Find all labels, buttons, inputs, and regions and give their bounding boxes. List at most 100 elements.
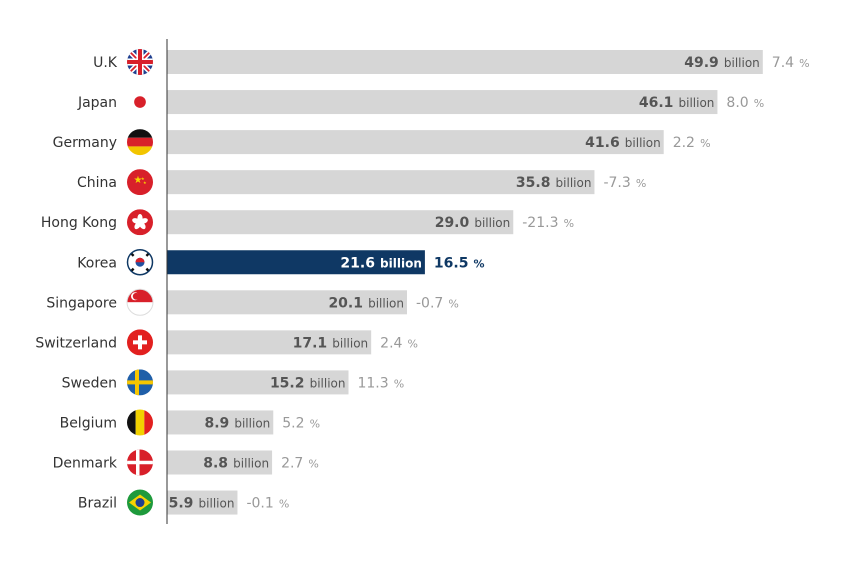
value-number: 8.9 (204, 415, 229, 431)
value-unit: billion (310, 376, 346, 390)
change-number: -7.3 (603, 175, 630, 191)
value-label: 49.9 billion (684, 52, 760, 71)
change-unit: % (636, 177, 646, 190)
category-label: U.K (93, 55, 118, 71)
value-label: 29.0 billion (435, 212, 511, 231)
change-number: 2.7 (281, 456, 303, 472)
value-label: 41.6 billion (585, 132, 661, 151)
bar-row: U.K 49.9 billion 7.4 % (93, 49, 810, 75)
svg-text:★: ★ (134, 175, 143, 186)
bar-row: Germany 41.6 billion 2.2 % (53, 129, 711, 156)
change-number: 2.2 (673, 135, 695, 151)
value-number: 20.1 (328, 295, 363, 311)
value-number: 29.0 (435, 215, 470, 231)
change-unit: % (564, 217, 574, 230)
category-label: Singapore (46, 295, 117, 311)
svg-text:★: ★ (141, 176, 145, 181)
sweden-flag-icon (127, 369, 153, 396)
bar-row: Switzerland 17.1 billion 2.4 % (35, 329, 418, 356)
change-label: 7.4 % (772, 52, 810, 71)
change-label: 8.0 % (726, 92, 764, 111)
value-unit: billion (380, 256, 422, 270)
hong-kong-flag-icon (127, 209, 153, 236)
bar (167, 90, 718, 115)
change-label: -21.3 % (522, 212, 574, 231)
bar-row: Hong Kong 29.0 billion -21.3 % (41, 209, 574, 236)
change-unit: % (310, 417, 320, 430)
change-label: 5.2 % (282, 412, 320, 431)
category-label: Germany (53, 135, 117, 151)
value-label: 5.9 billion (169, 493, 235, 512)
belgium-flag-icon (127, 409, 153, 436)
change-unit: % (799, 57, 809, 70)
bar (167, 490, 238, 515)
category-label: Denmark (53, 456, 118, 472)
value-unit: billion (199, 497, 235, 511)
value-unit: billion (679, 96, 715, 110)
value-number: 46.1 (639, 95, 674, 111)
value-unit: billion (724, 56, 760, 70)
change-unit: % (408, 337, 418, 350)
bar (167, 170, 595, 195)
value-unit: billion (474, 216, 510, 230)
bar (167, 410, 274, 435)
change-number: 2.4 (380, 335, 402, 351)
value-label: 20.1 billion (328, 292, 404, 311)
bar (167, 210, 514, 235)
germany-flag-icon (127, 129, 153, 156)
change-unit: % (474, 257, 485, 270)
change-label: 11.3 % (357, 372, 404, 391)
change-number: -0.7 (416, 295, 443, 311)
bar-row: Sweden 15.2 billion 11.3 % (62, 369, 404, 396)
value-number: 15.2 (270, 375, 305, 391)
value-unit: billion (625, 136, 661, 150)
bar-row: China ★★★ 35.8 billion -7.3 % (77, 169, 646, 196)
change-unit: % (448, 297, 458, 310)
value-number: 35.8 (516, 175, 551, 191)
change-number: 11.3 (357, 375, 388, 391)
bar-row: Belgium 8.9 billion 5.2 % (60, 409, 320, 436)
bar (167, 370, 349, 395)
value-unit: billion (556, 176, 592, 190)
change-number: -21.3 (522, 215, 558, 231)
change-number: -0.1 (246, 496, 273, 512)
change-number: 5.2 (282, 415, 304, 431)
value-number: 17.1 (293, 335, 328, 351)
value-unit: billion (234, 416, 270, 430)
korea-flag-icon (126, 249, 154, 276)
value-unit: billion (368, 296, 404, 310)
bar-row: Brazil 5.9 billion -0.1 % (78, 489, 289, 516)
change-label: -0.7 % (416, 292, 459, 311)
singapore-flag-icon (126, 288, 154, 316)
category-label: China (77, 175, 117, 191)
category-label: Sweden (62, 375, 117, 391)
change-unit: % (394, 377, 404, 390)
change-number: 16.5 (434, 255, 469, 271)
category-label: Belgium (60, 415, 117, 431)
value-number: 8.8 (203, 456, 228, 472)
value-label: 8.8 billion (203, 453, 269, 472)
change-unit: % (700, 137, 710, 150)
uk-flag-icon (127, 49, 153, 75)
value-label: 46.1 billion (639, 92, 715, 111)
bar (167, 450, 273, 475)
change-label: 2.7 % (281, 453, 319, 472)
japan-flag-icon (127, 89, 153, 116)
change-label: -7.3 % (603, 172, 646, 191)
bar (167, 50, 763, 74)
value-label: 21.6 billion (340, 252, 421, 271)
china-flag-icon: ★★★ (127, 169, 153, 196)
change-label: 16.5 % (434, 252, 485, 271)
switzerland-flag-icon (127, 329, 153, 356)
bar (167, 130, 664, 155)
value-number: 21.6 (340, 255, 375, 271)
category-label: Switzerland (35, 335, 117, 351)
change-label: 2.4 % (380, 332, 418, 351)
value-label: 8.9 billion (204, 412, 270, 431)
change-label: 2.2 % (673, 132, 711, 151)
category-label: Brazil (78, 496, 117, 512)
value-number: 41.6 (585, 135, 620, 151)
bar-row: Singapore 20.1 billion -0.7 % (46, 288, 459, 316)
bar (167, 290, 407, 315)
